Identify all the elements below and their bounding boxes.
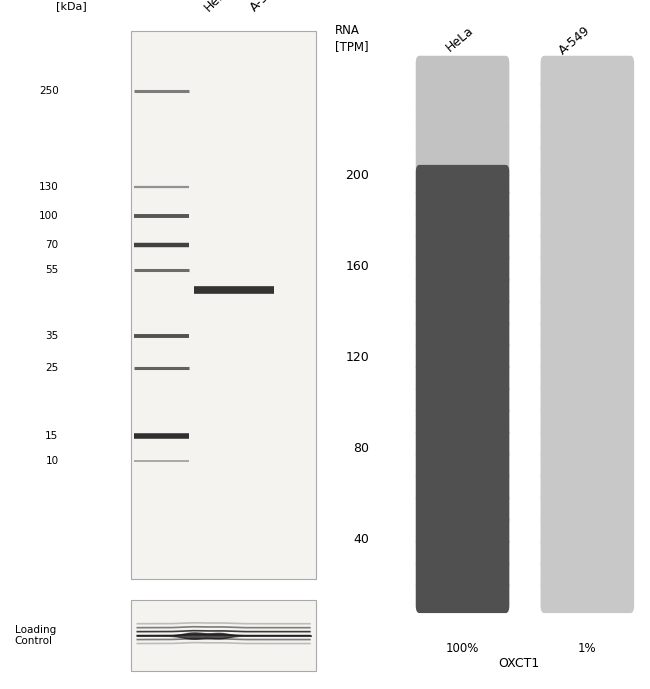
FancyBboxPatch shape	[541, 296, 634, 329]
FancyBboxPatch shape	[541, 514, 634, 548]
Text: Low: Low	[238, 596, 261, 609]
FancyBboxPatch shape	[541, 361, 634, 395]
FancyBboxPatch shape	[541, 493, 634, 526]
FancyBboxPatch shape	[416, 449, 510, 482]
FancyBboxPatch shape	[541, 558, 634, 591]
Text: 100%: 100%	[446, 642, 479, 655]
Text: 70: 70	[46, 240, 58, 251]
FancyBboxPatch shape	[416, 579, 510, 613]
FancyBboxPatch shape	[416, 99, 510, 133]
FancyBboxPatch shape	[416, 361, 510, 395]
FancyBboxPatch shape	[416, 318, 510, 351]
Text: 130: 130	[39, 182, 58, 192]
Text: Loading
Control: Loading Control	[15, 625, 56, 646]
FancyBboxPatch shape	[541, 426, 634, 460]
Text: RNA
[TPM]: RNA [TPM]	[335, 23, 369, 52]
Text: 1%: 1%	[578, 642, 597, 655]
FancyBboxPatch shape	[541, 449, 634, 482]
FancyBboxPatch shape	[416, 536, 510, 569]
FancyBboxPatch shape	[131, 600, 316, 671]
Text: 15: 15	[46, 431, 58, 442]
Text: 40: 40	[353, 533, 369, 546]
Text: 25: 25	[46, 362, 58, 373]
FancyBboxPatch shape	[416, 558, 510, 591]
FancyBboxPatch shape	[541, 99, 634, 133]
FancyBboxPatch shape	[541, 121, 634, 155]
FancyBboxPatch shape	[541, 318, 634, 351]
FancyBboxPatch shape	[416, 56, 510, 89]
Text: 120: 120	[345, 351, 369, 364]
FancyBboxPatch shape	[416, 187, 510, 220]
FancyBboxPatch shape	[416, 121, 510, 155]
Text: High: High	[184, 596, 211, 609]
FancyBboxPatch shape	[541, 56, 634, 89]
Text: [kDa]: [kDa]	[56, 1, 86, 12]
Text: 250: 250	[39, 85, 58, 96]
FancyBboxPatch shape	[416, 426, 510, 460]
Text: 55: 55	[46, 265, 58, 276]
FancyBboxPatch shape	[541, 274, 634, 307]
FancyBboxPatch shape	[131, 32, 316, 579]
FancyBboxPatch shape	[416, 143, 510, 176]
Text: A-549: A-549	[556, 23, 592, 57]
Text: 80: 80	[353, 442, 369, 455]
Text: 100: 100	[39, 211, 58, 221]
Text: 10: 10	[46, 455, 58, 466]
FancyBboxPatch shape	[541, 471, 634, 504]
Text: A-549: A-549	[248, 0, 283, 14]
FancyBboxPatch shape	[541, 78, 634, 111]
FancyBboxPatch shape	[541, 165, 634, 198]
FancyBboxPatch shape	[541, 209, 634, 242]
Text: HeLa: HeLa	[444, 23, 476, 54]
FancyBboxPatch shape	[541, 230, 634, 264]
FancyBboxPatch shape	[541, 579, 634, 613]
FancyBboxPatch shape	[541, 536, 634, 569]
FancyBboxPatch shape	[541, 252, 634, 286]
FancyBboxPatch shape	[416, 514, 510, 548]
FancyBboxPatch shape	[416, 252, 510, 286]
FancyBboxPatch shape	[416, 383, 510, 417]
FancyBboxPatch shape	[416, 405, 510, 438]
FancyBboxPatch shape	[416, 493, 510, 526]
FancyBboxPatch shape	[416, 165, 510, 198]
Text: OXCT1: OXCT1	[498, 657, 540, 670]
FancyBboxPatch shape	[541, 405, 634, 438]
Text: HeLa: HeLa	[202, 0, 233, 14]
FancyBboxPatch shape	[416, 296, 510, 329]
Text: 35: 35	[46, 331, 58, 342]
FancyBboxPatch shape	[416, 340, 510, 373]
Text: 160: 160	[345, 260, 369, 273]
FancyBboxPatch shape	[541, 383, 634, 417]
FancyBboxPatch shape	[541, 187, 634, 220]
Text: 200: 200	[345, 169, 369, 182]
FancyBboxPatch shape	[541, 143, 634, 176]
FancyBboxPatch shape	[416, 230, 510, 264]
FancyBboxPatch shape	[416, 274, 510, 307]
FancyBboxPatch shape	[416, 471, 510, 504]
FancyBboxPatch shape	[416, 209, 510, 242]
FancyBboxPatch shape	[541, 340, 634, 373]
FancyBboxPatch shape	[416, 78, 510, 111]
